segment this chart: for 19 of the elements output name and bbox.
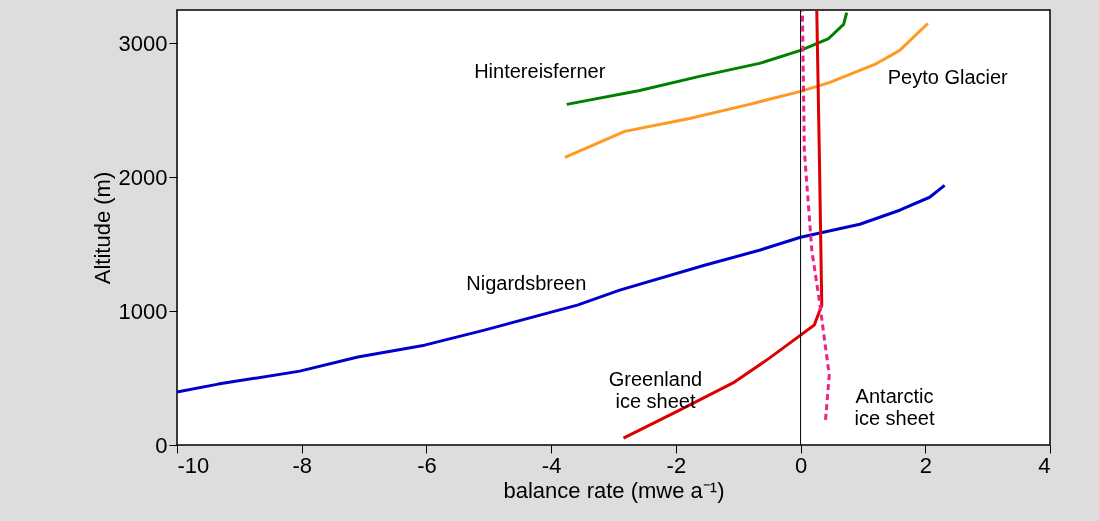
series-label: Greenland ice sheet (608, 368, 703, 413)
y-axis-title: Altitude (m) (89, 171, 115, 285)
series-label: Hintereisferner (474, 60, 606, 83)
series-label: Nigardsbreen (466, 272, 587, 295)
series-label: Antarctic ice sheet (854, 384, 935, 429)
series-label: Peyto Glacier (887, 66, 1009, 89)
y-tick-label: 2000 (118, 164, 168, 190)
y-tick-label: 3000 (118, 30, 168, 56)
y-tick-label: 1000 (118, 298, 168, 324)
x-tick-label: -8 (292, 452, 312, 478)
x-tick-label: 4 (1038, 452, 1051, 478)
x-tick-label: 0 (794, 452, 808, 478)
x-tick-label: 2 (919, 452, 932, 478)
x-axis-title: balance rate (mwe a⁻¹) (503, 477, 725, 503)
x-tick-label: -10 (177, 452, 210, 478)
x-tick-label: -2 (666, 452, 687, 478)
x-tick-label: -4 (541, 452, 562, 478)
x-tick-label: -6 (417, 452, 437, 478)
y-tick-label: 0 (155, 432, 168, 458)
